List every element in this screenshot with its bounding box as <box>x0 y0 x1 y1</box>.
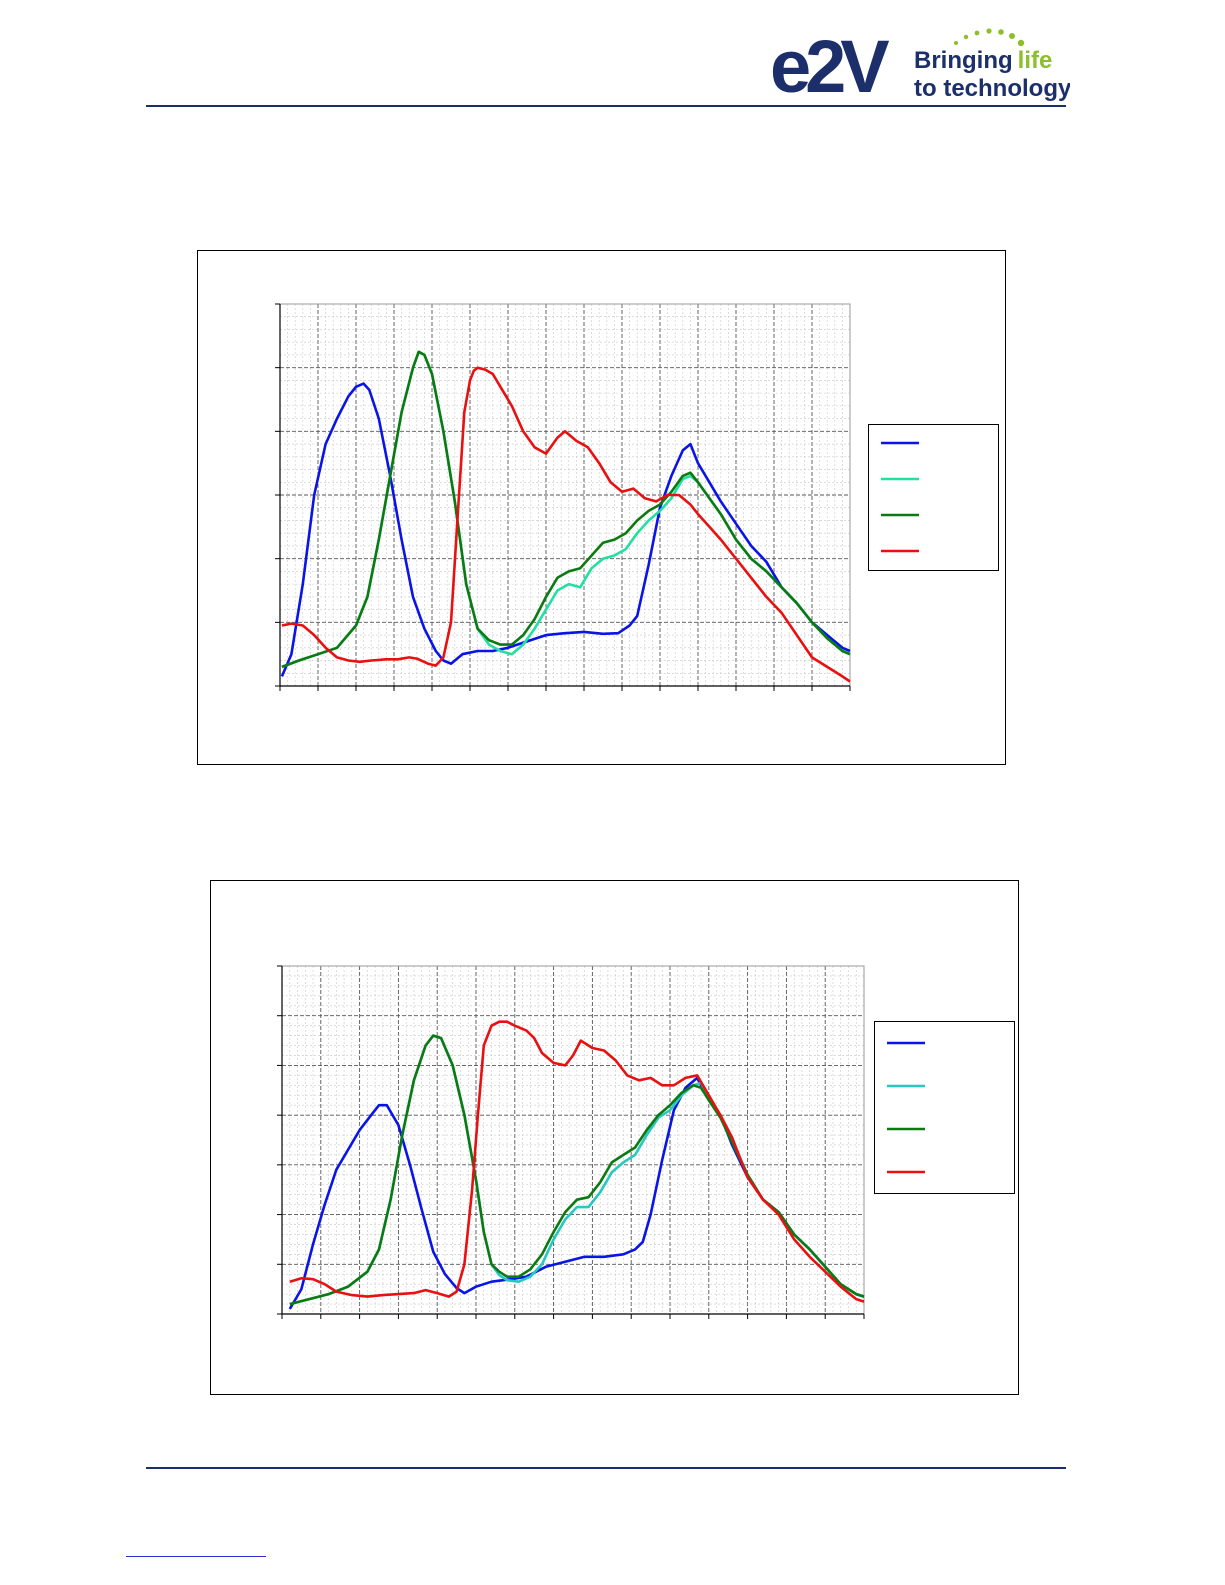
series-line-4 <box>281 366 851 683</box>
e2v-logo: e2V Bringing life to technology <box>770 26 1070 104</box>
footer-rule <box>146 1467 1066 1469</box>
chart-1-legend-swatches <box>881 441 919 553</box>
chart-2-legend <box>874 1021 1015 1194</box>
series-line-3 <box>281 350 851 669</box>
series-line-1 <box>280 382 851 677</box>
tagline-line1: Bringing life <box>914 47 1052 74</box>
tagline-dots-icon <box>954 28 1025 47</box>
gridlines <box>281 965 865 1315</box>
chart-2-plot <box>277 965 865 1319</box>
series-line-4 <box>289 1020 865 1303</box>
plot-area <box>282 966 864 1314</box>
chart-2-legend-swatches <box>887 1041 925 1174</box>
footer-link-underline <box>126 1556 266 1557</box>
chart-1-legend <box>868 424 999 571</box>
tagline-line2: to technology <box>914 75 1070 102</box>
header-rule <box>146 105 1066 107</box>
e2v-logo-mark: e2V <box>770 26 889 104</box>
chart-1-plot <box>275 303 851 691</box>
